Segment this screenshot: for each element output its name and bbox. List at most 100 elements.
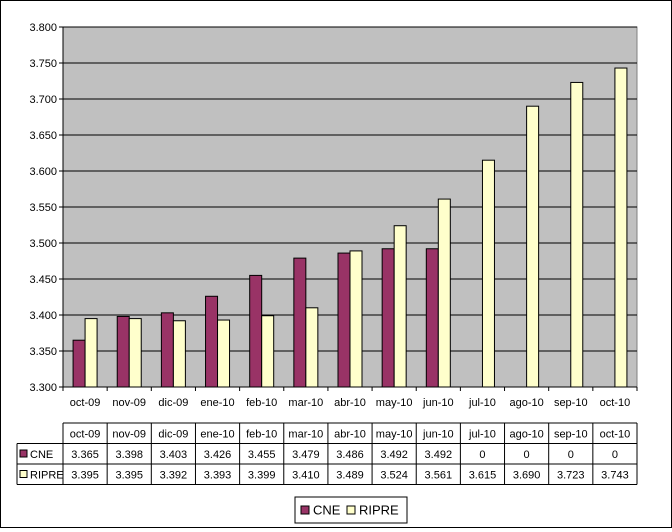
table-value-cell: 3.395 [115, 470, 143, 482]
table-value-cell: 3.743 [601, 470, 629, 482]
table-value-cell: 3.492 [380, 449, 408, 461]
bar-cne [293, 257, 307, 388]
bar-ripre [172, 320, 186, 388]
table-value-cell: 3.403 [160, 449, 188, 461]
table-header-cell: abr-10 [334, 429, 366, 441]
legend: CNE RIPRE [294, 496, 408, 524]
x-tick-label: oct-09 [70, 397, 101, 409]
table-value-cell: 3.615 [469, 470, 497, 482]
legend-key [300, 505, 310, 515]
table-header-cell: jun-10 [422, 429, 454, 441]
bar-cne [72, 339, 86, 388]
bar-ripre [305, 307, 319, 388]
table-value-cell: 3.398 [115, 449, 143, 461]
legend-label: RIPRE [359, 503, 399, 518]
table-header-cell: mar-10 [288, 429, 323, 441]
bar-cne [205, 295, 219, 388]
table-legend-key [19, 449, 28, 458]
y-tick-label: 3.450 [29, 274, 57, 286]
y-tick-label: 3.300 [29, 382, 57, 394]
y-tick-label: 3.750 [29, 58, 57, 70]
table-header-cell: oct-10 [600, 429, 631, 441]
data-table: oct-09 nov-09 dic-09 ene-10 feb-10 mar-10 abr-… [16, 422, 638, 485]
legend-key [346, 505, 356, 515]
table-value-cell: 3.479 [292, 449, 320, 461]
table-series-name: CNE [30, 449, 53, 461]
x-tick-label: ene-10 [200, 397, 234, 409]
table-value-cell: 3.489 [336, 470, 364, 482]
bar-cne [249, 274, 263, 388]
bar-cne [116, 315, 130, 388]
table-value-cell: 3.486 [336, 449, 364, 461]
bar-cne [160, 312, 174, 388]
table-value-cell: 3.410 [292, 470, 320, 482]
bar-ripre [349, 250, 363, 388]
x-tick-label: sep-10 [554, 397, 588, 409]
x-axis: oct-09 nov-09 dic-09 ene-10 feb-10 mar-10 abr-… [62, 386, 638, 409]
x-tick-label: may-10 [376, 397, 413, 409]
table-value-cell: 3.395 [71, 470, 99, 482]
bar-ripre [437, 198, 451, 388]
y-tick-label: 3.700 [29, 94, 57, 106]
x-tick-label: jul-10 [468, 397, 496, 409]
table-header-cell: ago-10 [509, 429, 543, 441]
table-value-cell: 0 [524, 449, 530, 461]
table-header-cell: sep-10 [554, 429, 588, 441]
x-tick-label: mar-10 [288, 397, 323, 409]
table-header-cell: may-10 [376, 429, 413, 441]
table-value-cell: 3.399 [248, 470, 276, 482]
table-value-cell: 3.524 [380, 470, 408, 482]
table-value-cell: 3.365 [71, 449, 99, 461]
y-tick-label: 3.800 [29, 22, 57, 34]
bar-cne [425, 248, 439, 388]
y-tick-label: 3.350 [29, 346, 57, 358]
table-header-cell: oct-09 [70, 429, 101, 441]
y-tick-label: 3.500 [29, 238, 57, 250]
table-value-cell: 3.561 [425, 470, 453, 482]
x-tick-label: jun-10 [422, 397, 454, 409]
table-value-cell: 3.690 [513, 470, 541, 482]
x-tick-label: abr-10 [334, 397, 366, 409]
plot-area [62, 26, 638, 388]
bar-ripre [481, 159, 495, 388]
table-header-cell: nov-09 [112, 429, 146, 441]
bar-ripre [84, 318, 98, 388]
legend-label: CNE [313, 503, 341, 518]
table-value-cell: 3.455 [248, 449, 276, 461]
bar-ripre [128, 318, 142, 388]
bar-ripre [570, 81, 584, 388]
x-tick-label: feb-10 [246, 397, 277, 409]
table-header-cell: feb-10 [246, 429, 277, 441]
table-value-cell: 3.492 [425, 449, 453, 461]
bar-ripre [261, 315, 275, 388]
table-value-cell: 0 [479, 449, 485, 461]
y-tick-label: 3.600 [29, 166, 57, 178]
y-axis: 3.300 3.350 3.400 3.450 3.500 3.550 3.600 3.650… [29, 22, 64, 394]
bar-cne [381, 248, 395, 388]
bar-cne [337, 252, 351, 388]
x-tick-label: nov-09 [112, 397, 146, 409]
table-value-cell: 3.723 [557, 470, 585, 482]
x-tick-label: dic-09 [158, 397, 188, 409]
bar-ripre [526, 105, 540, 388]
table-legend-key [19, 470, 28, 478]
bar-ripre [614, 67, 628, 388]
table-value-cell: 0 [568, 449, 574, 461]
x-tick-label: ago-10 [509, 397, 543, 409]
table-value-cell: 3.392 [160, 470, 188, 482]
table-header-cell: ene-10 [200, 429, 234, 441]
table-value-cell: 3.426 [204, 449, 232, 461]
x-tick-label: oct-10 [600, 397, 631, 409]
y-tick-label: 3.400 [29, 310, 57, 322]
y-tick-label: 3.550 [29, 202, 57, 214]
bar-ripre [217, 319, 231, 388]
table-value-cell: 0 [612, 449, 618, 461]
table-series-name: RIPRE [30, 470, 64, 482]
table-header-cell: dic-09 [158, 429, 188, 441]
y-tick-label: 3.650 [29, 130, 57, 142]
bar-ripre [393, 225, 407, 388]
table-value-cell: 3.393 [204, 470, 232, 482]
table-header-cell: jul-10 [468, 429, 496, 441]
